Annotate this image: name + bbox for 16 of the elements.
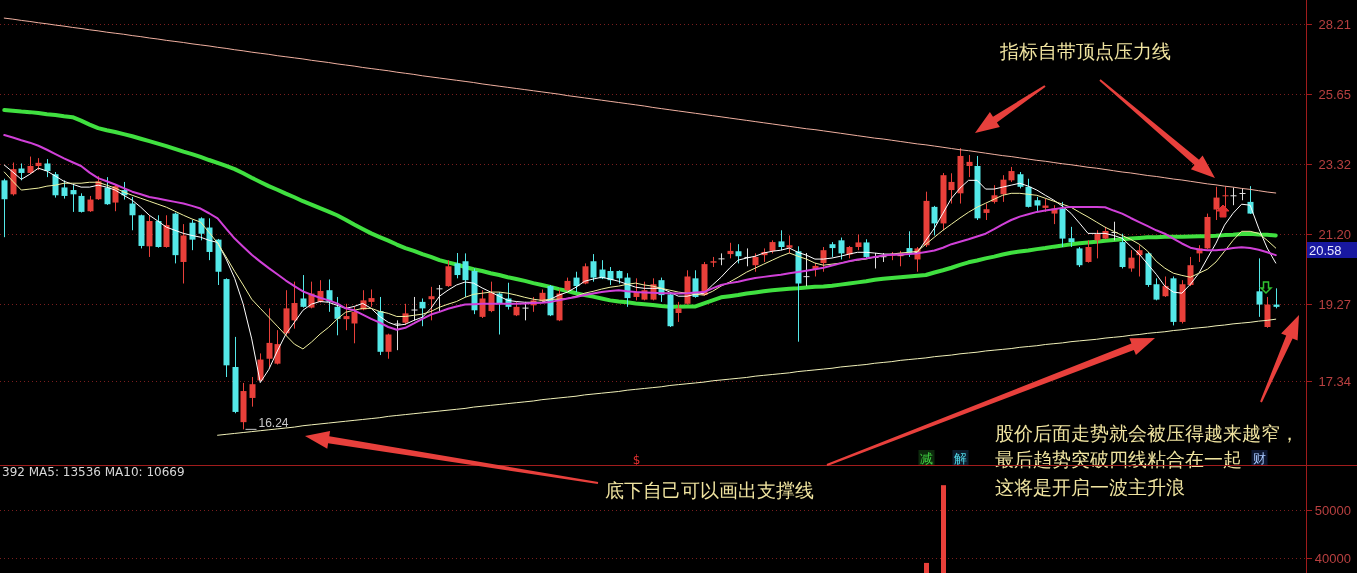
y-tick-label: 21.20 (1318, 227, 1351, 242)
annotation: 指标自带顶点压力线 (999, 40, 1171, 62)
y-tick-label: 28.21 (1318, 17, 1351, 32)
annotation: 392 MA5: 13536 MA10: 10669 (2, 465, 185, 479)
y-tick-label: 40000 (1314, 551, 1351, 566)
y-tick-label: 23.32 (1318, 157, 1351, 172)
annotation: 16.24 (258, 416, 289, 431)
annotation: 股价后面走势就会被压得越来越窄， (995, 422, 1299, 444)
text: 20.58 (1309, 242, 1342, 258)
y-tick-label: 50000 (1314, 503, 1351, 518)
annotation: 这将是开启一波主升浪 (995, 476, 1185, 498)
y-tick-label: 17.34 (1318, 374, 1351, 389)
annotation: 底下自己可以画出支撑线 (605, 479, 814, 501)
y-tick-label: 25.65 (1318, 87, 1351, 102)
y-tick-label: 19.27 (1318, 297, 1351, 312)
annotation: $ (632, 453, 641, 467)
